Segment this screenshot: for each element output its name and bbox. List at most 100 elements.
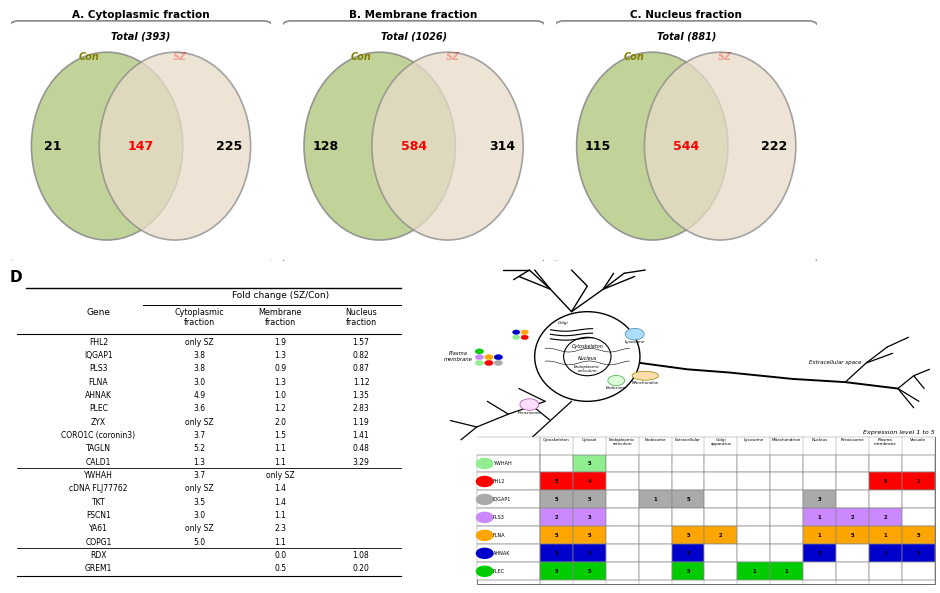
Circle shape xyxy=(625,329,644,340)
Circle shape xyxy=(477,530,493,540)
Text: 5.0: 5.0 xyxy=(194,538,206,547)
Text: 1.19: 1.19 xyxy=(352,417,369,427)
Text: Total (1026): Total (1026) xyxy=(381,31,446,42)
Ellipse shape xyxy=(31,52,182,240)
Circle shape xyxy=(521,330,528,334)
Text: SZ: SZ xyxy=(446,52,460,62)
Bar xyxy=(770,508,803,527)
Text: 2.3: 2.3 xyxy=(274,524,286,533)
Text: Endoplasmic
reticulum: Endoplasmic reticulum xyxy=(574,365,601,373)
Bar xyxy=(638,527,671,544)
Text: 0.87: 0.87 xyxy=(352,364,369,374)
Text: 5: 5 xyxy=(555,569,558,574)
Bar xyxy=(803,454,836,473)
Text: SZ: SZ xyxy=(718,52,732,62)
Ellipse shape xyxy=(632,371,658,380)
Text: 1.0: 1.0 xyxy=(274,391,286,400)
Text: Con: Con xyxy=(351,52,372,62)
Bar xyxy=(869,490,901,508)
Text: 222: 222 xyxy=(761,139,788,152)
Text: Vacuole: Vacuole xyxy=(910,438,926,442)
Bar xyxy=(572,544,605,562)
Text: 5: 5 xyxy=(884,479,887,484)
Text: 1.4: 1.4 xyxy=(274,484,286,493)
Text: 5: 5 xyxy=(588,533,591,538)
Bar xyxy=(704,454,737,473)
Bar xyxy=(605,508,638,527)
Text: CORO1C (coronin3): CORO1C (coronin3) xyxy=(61,431,135,440)
Text: 3: 3 xyxy=(884,551,887,556)
Text: 5: 5 xyxy=(686,497,690,502)
Text: 4: 4 xyxy=(588,479,591,484)
Text: 1: 1 xyxy=(818,533,822,538)
Bar xyxy=(671,544,704,562)
Circle shape xyxy=(520,398,539,410)
Text: Nucleus: Nucleus xyxy=(811,438,828,442)
Bar xyxy=(737,527,770,544)
Text: only SZ: only SZ xyxy=(185,417,213,427)
Text: 544: 544 xyxy=(673,139,699,152)
Text: Peroxisome: Peroxisome xyxy=(840,438,865,442)
Bar xyxy=(477,436,934,584)
Bar xyxy=(704,544,737,562)
Text: 5: 5 xyxy=(851,533,854,538)
Text: 3.6: 3.6 xyxy=(194,404,206,413)
Text: 5: 5 xyxy=(686,569,690,574)
FancyBboxPatch shape xyxy=(8,21,274,263)
Circle shape xyxy=(494,355,503,360)
Text: only SZ: only SZ xyxy=(266,471,294,480)
Text: Con: Con xyxy=(623,52,645,62)
Bar xyxy=(572,473,605,490)
Bar xyxy=(477,527,540,544)
Text: 1: 1 xyxy=(916,479,920,484)
Bar xyxy=(770,562,803,581)
Text: 5: 5 xyxy=(916,533,920,538)
Text: D: D xyxy=(9,270,22,285)
Bar xyxy=(477,436,934,454)
Text: Total (881): Total (881) xyxy=(656,31,716,42)
Bar xyxy=(540,527,572,544)
Text: Cytoplasmic
fraction: Cytoplasmic fraction xyxy=(175,308,225,327)
Bar xyxy=(477,473,540,490)
Text: 5.2: 5.2 xyxy=(194,444,205,454)
Bar xyxy=(836,490,869,508)
Bar xyxy=(901,562,934,581)
Text: 3.29: 3.29 xyxy=(352,458,369,467)
Bar xyxy=(638,508,671,527)
Text: 1.1: 1.1 xyxy=(274,511,286,520)
Ellipse shape xyxy=(100,52,251,240)
Bar xyxy=(540,544,572,562)
Text: 0.9: 0.9 xyxy=(274,364,287,374)
Text: 2: 2 xyxy=(719,533,723,538)
Ellipse shape xyxy=(645,52,796,240)
Text: Endosome: Endosome xyxy=(605,386,627,390)
Ellipse shape xyxy=(372,52,524,240)
Bar xyxy=(869,508,901,527)
Bar xyxy=(803,562,836,581)
Text: 2: 2 xyxy=(884,515,887,520)
Bar xyxy=(901,508,934,527)
Bar xyxy=(704,490,737,508)
Bar xyxy=(803,508,836,527)
Text: YWHAH: YWHAH xyxy=(493,461,511,466)
Bar xyxy=(605,562,638,581)
Text: FSCN1: FSCN1 xyxy=(86,511,111,520)
Text: only SZ: only SZ xyxy=(185,524,213,533)
Text: 5: 5 xyxy=(588,497,591,502)
Text: Mitochondria: Mitochondria xyxy=(632,381,659,385)
Text: B. Membrane fraction: B. Membrane fraction xyxy=(350,11,478,20)
Text: 3.8: 3.8 xyxy=(194,364,205,374)
Text: 1.2: 1.2 xyxy=(274,404,286,413)
Text: FLNA: FLNA xyxy=(493,533,505,538)
Bar xyxy=(770,490,803,508)
Text: Cytosol: Cytosol xyxy=(582,438,597,442)
Circle shape xyxy=(477,458,493,468)
Text: 1.08: 1.08 xyxy=(352,551,369,560)
Text: 5: 5 xyxy=(588,551,591,556)
Bar xyxy=(737,473,770,490)
Text: Lysosome: Lysosome xyxy=(744,438,764,442)
Text: 4.9: 4.9 xyxy=(194,391,206,400)
Text: 3.8: 3.8 xyxy=(194,351,205,360)
Bar xyxy=(572,490,605,508)
Text: FHL2: FHL2 xyxy=(493,479,505,484)
